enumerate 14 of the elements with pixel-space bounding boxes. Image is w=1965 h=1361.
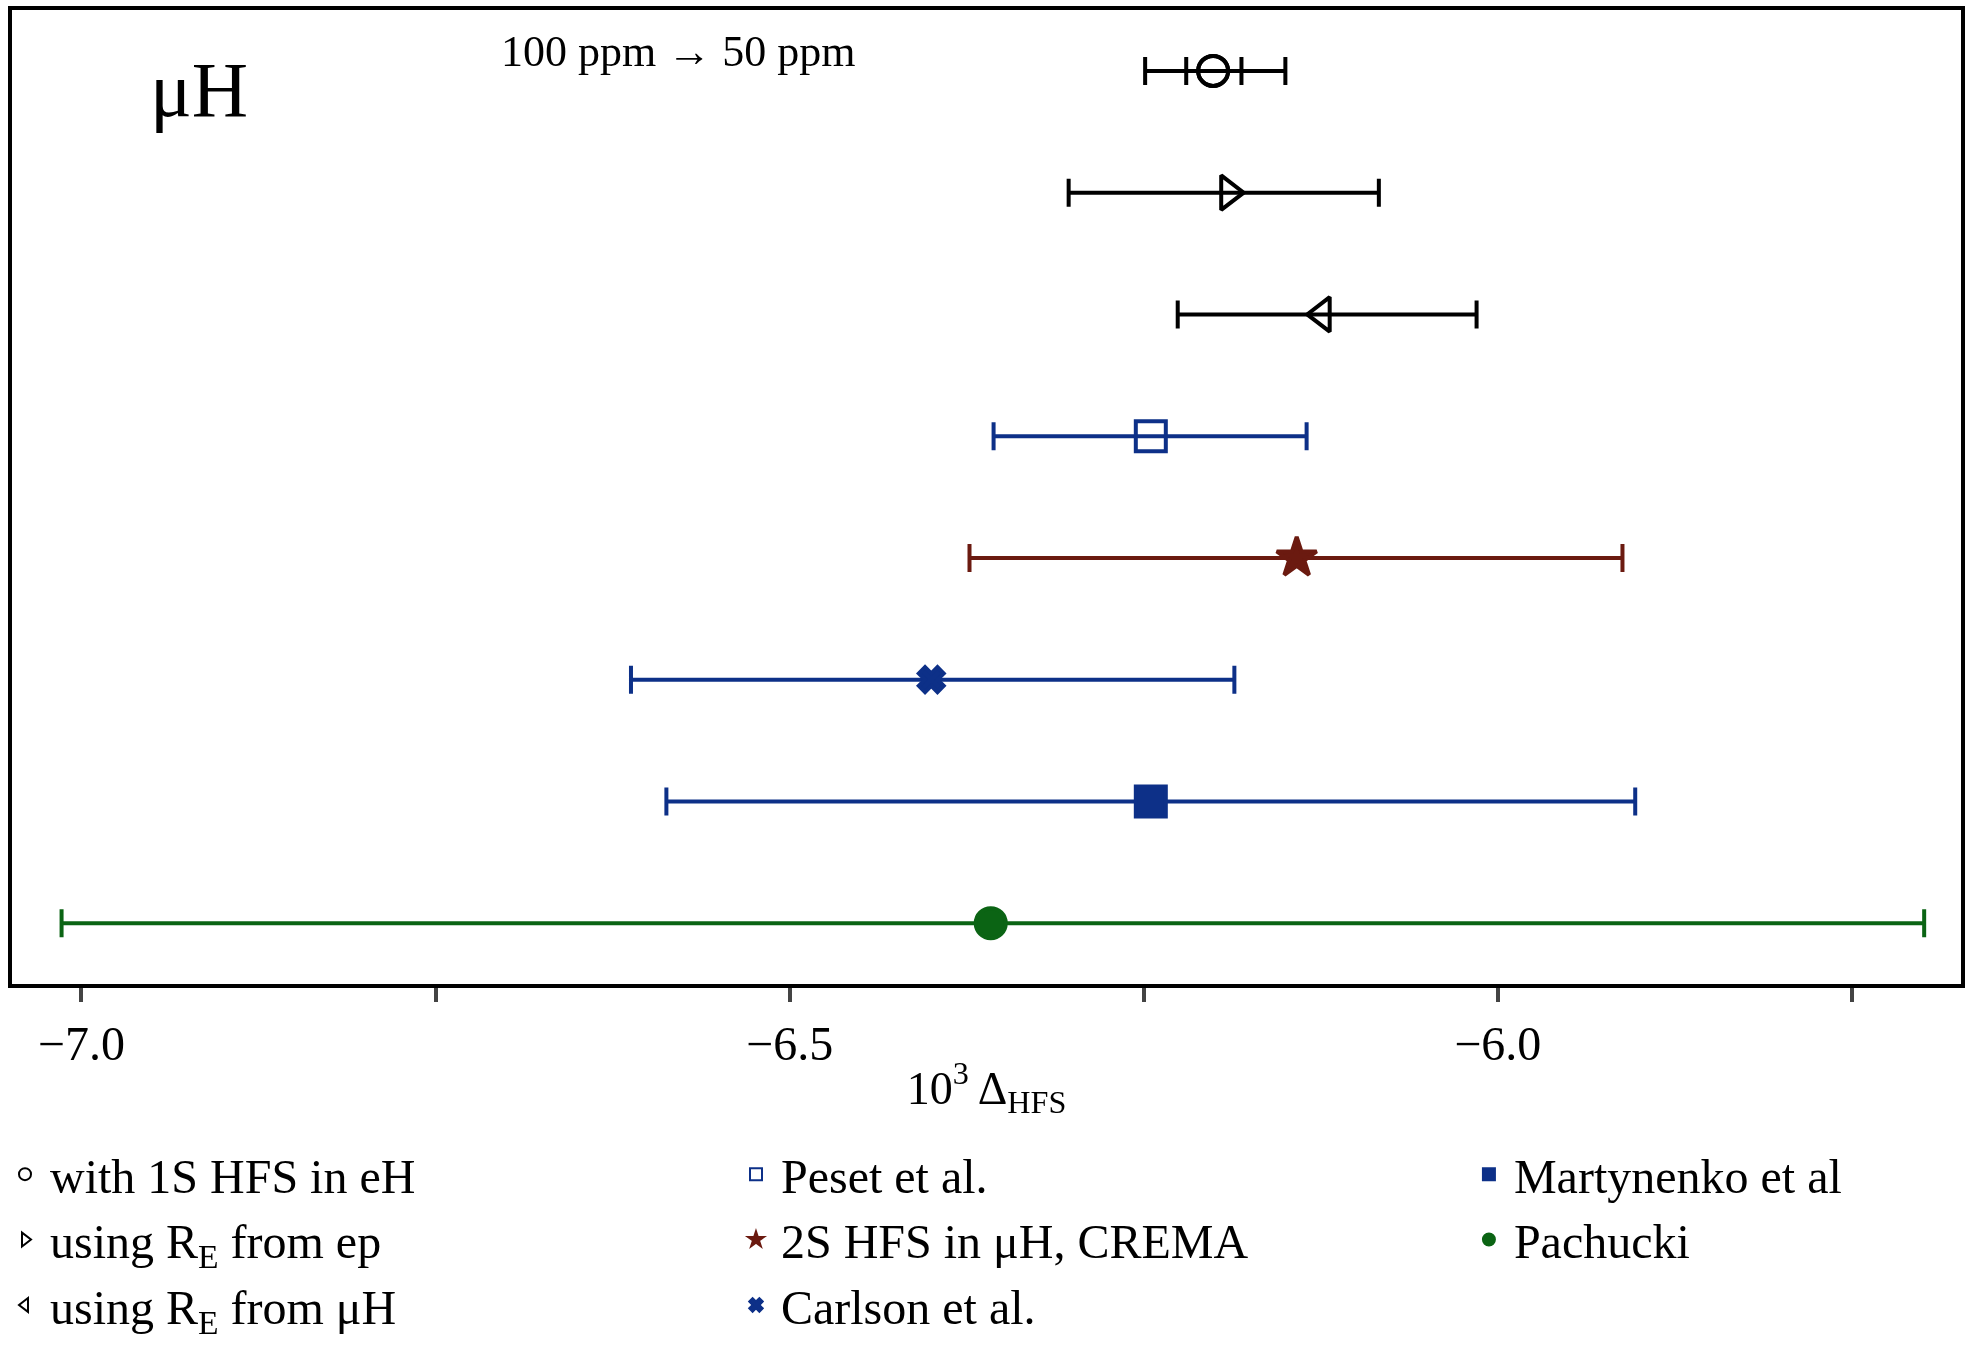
x-axis-title: 10$^{3}$ Δ$_{HFS}$ [906,1055,1067,1121]
legend-label: Peset et al. [780,1149,988,1203]
legend-label: with 1S HFS in eH [50,1149,416,1203]
legend-label: using R$_{E}$ from μH [50,1280,397,1341]
x-tick-label: −6.5 [746,1016,834,1070]
legend-label: Martynenko et al [1513,1149,1842,1203]
annotation: μH [150,46,249,133]
legend-label: Carlson et al. [780,1280,1036,1334]
x-tick-label: −7.0 [37,1016,125,1070]
legend-label: using R$_{E}$ from ep [50,1215,382,1276]
annotation: 100 ppm → 50 ppm [501,27,856,76]
x-tick-label: −6.0 [1454,1016,1542,1070]
legend-label: 2S HFS in μH, CREMA [780,1215,1249,1269]
legend-label: Pachucki [1513,1215,1690,1269]
